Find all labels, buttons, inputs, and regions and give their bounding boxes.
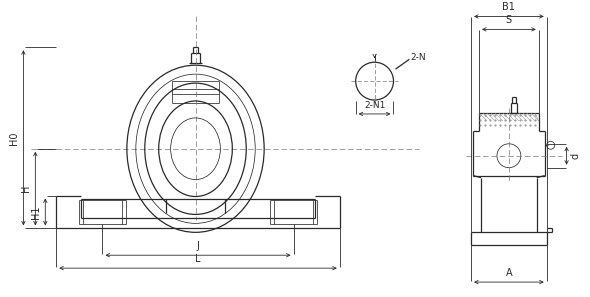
- Text: J: J: [196, 241, 199, 251]
- Text: H1: H1: [31, 205, 41, 219]
- Text: H0: H0: [9, 131, 19, 145]
- Text: 2-N: 2-N: [411, 53, 426, 62]
- Text: A: A: [506, 268, 512, 278]
- Text: B1: B1: [503, 2, 515, 12]
- Text: d: d: [571, 153, 581, 159]
- Text: S: S: [506, 15, 512, 26]
- Text: 2-N1: 2-N1: [364, 101, 385, 110]
- Text: L: L: [195, 254, 201, 264]
- Text: H: H: [21, 185, 31, 192]
